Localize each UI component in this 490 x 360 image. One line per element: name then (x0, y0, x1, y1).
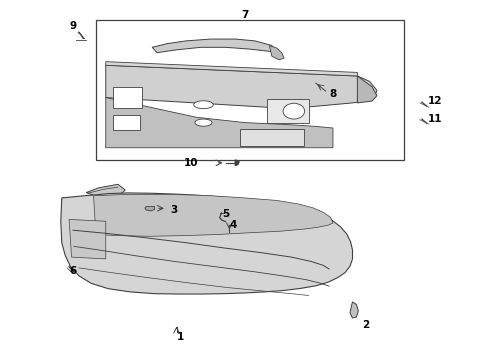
Polygon shape (270, 45, 284, 60)
Bar (96, 21, 404, 160)
Bar (113, 116, 140, 130)
Polygon shape (235, 160, 239, 166)
Polygon shape (106, 62, 357, 76)
Polygon shape (350, 302, 358, 318)
Polygon shape (152, 39, 274, 53)
Text: 11: 11 (428, 114, 443, 124)
Bar (267, 99, 309, 123)
Text: 9: 9 (70, 21, 76, 31)
Circle shape (283, 103, 305, 119)
Polygon shape (69, 220, 106, 259)
Bar (240, 129, 304, 146)
Text: 3: 3 (171, 206, 178, 216)
Bar (113, 87, 143, 108)
Polygon shape (106, 98, 333, 148)
Polygon shape (106, 65, 377, 108)
Polygon shape (145, 207, 155, 211)
Text: 10: 10 (184, 158, 198, 168)
Text: 1: 1 (177, 332, 184, 342)
Ellipse shape (195, 119, 212, 126)
Text: 7: 7 (241, 10, 249, 20)
Text: 8: 8 (329, 89, 337, 99)
Text: 12: 12 (428, 96, 443, 106)
Text: 2: 2 (363, 320, 370, 330)
Text: 6: 6 (70, 266, 76, 276)
Text: 4: 4 (229, 220, 237, 230)
Polygon shape (61, 193, 352, 294)
Text: 5: 5 (222, 209, 229, 219)
Ellipse shape (194, 101, 213, 109)
Polygon shape (94, 194, 333, 236)
Polygon shape (357, 76, 377, 103)
Polygon shape (86, 184, 125, 197)
